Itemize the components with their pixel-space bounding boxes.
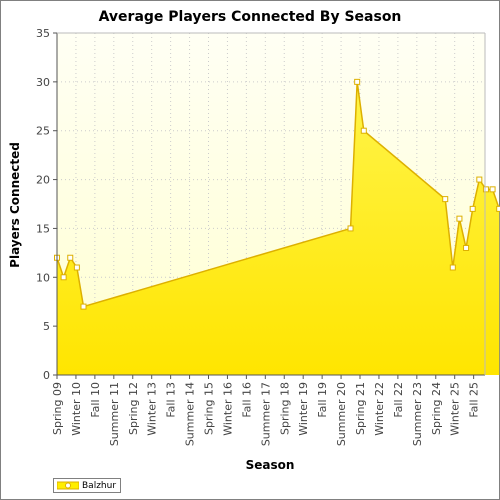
x-tick-label: Winter 19 xyxy=(297,382,310,436)
x-tick-label: Fall 13 xyxy=(165,382,178,418)
x-tick-label: Winter 25 xyxy=(449,382,462,436)
x-tick-label: Summer 23 xyxy=(411,382,424,446)
y-tick-label: 15 xyxy=(36,222,50,235)
axes xyxy=(53,32,486,379)
y-tick-label: 10 xyxy=(36,271,50,284)
y-tick-label: 20 xyxy=(36,174,50,187)
legend-swatch-icon xyxy=(57,481,79,490)
chart-title: Average Players Connected By Season xyxy=(98,9,402,25)
data-point xyxy=(449,264,456,271)
data-point xyxy=(80,303,87,310)
data-point xyxy=(456,215,463,222)
x-tick-label: Spring 18 xyxy=(278,382,291,435)
x-tick-label: Spring 15 xyxy=(203,382,216,435)
x-tick-label: Fall 16 xyxy=(240,382,253,418)
y-tick-label: 30 xyxy=(36,76,50,89)
series-area-fill xyxy=(57,81,500,375)
y-tick-label: 35 xyxy=(36,27,50,40)
data-point xyxy=(67,254,74,261)
x-tick-label: Fall 10 xyxy=(89,382,102,418)
y-tick-label: 25 xyxy=(36,125,50,138)
data-point xyxy=(347,225,354,232)
x-tick-label: Fall 22 xyxy=(392,382,405,418)
x-tick-label: Winter 13 xyxy=(146,382,159,436)
x-tick-label: Winter 16 xyxy=(221,382,234,436)
x-tick-label: Summer 11 xyxy=(108,382,121,446)
data-point xyxy=(489,186,496,193)
data-point xyxy=(73,264,80,271)
x-tick-label: Summer 20 xyxy=(335,382,348,446)
x-tick-label: Fall 25 xyxy=(468,382,481,418)
x-tick-label: Winter 10 xyxy=(70,382,83,436)
data-point xyxy=(442,196,449,203)
y-tick-label: 0 xyxy=(43,369,50,382)
x-tick-label: Spring 21 xyxy=(354,382,367,435)
data-point xyxy=(496,205,500,212)
x-tick-label: Winter 22 xyxy=(373,382,386,436)
data-point xyxy=(354,78,361,85)
x-tick-label: Summer 14 xyxy=(184,382,197,446)
data-point xyxy=(463,244,470,251)
x-axis-label: Season xyxy=(246,458,295,472)
x-tick-label: Summer 17 xyxy=(259,382,272,446)
data-point xyxy=(476,176,483,183)
data-point xyxy=(60,274,67,281)
tick-labels: 0 5 10 15 20 25 30 35 Spring 09 Winter 10 Fall 10 S… xyxy=(36,27,481,446)
y-tick-label: 5 xyxy=(43,320,50,333)
x-tick-label: Fall 19 xyxy=(316,382,329,418)
x-tick-label: Spring 12 xyxy=(127,382,140,435)
legend: Balzhur xyxy=(53,478,122,493)
y-axis-label: Players Connected xyxy=(8,142,22,268)
x-tick-label: Spring 09 xyxy=(51,382,64,435)
data-point xyxy=(360,127,367,134)
data-point xyxy=(482,186,489,193)
legend-label: Balzhur xyxy=(82,480,117,491)
x-tick-label: Spring 24 xyxy=(430,382,443,435)
data-point xyxy=(469,205,476,212)
